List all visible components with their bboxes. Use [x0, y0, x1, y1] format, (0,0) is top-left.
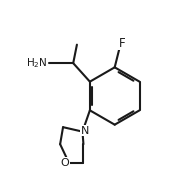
- Text: O: O: [60, 158, 69, 168]
- Text: N: N: [80, 126, 89, 136]
- Text: H$_2$N: H$_2$N: [26, 56, 47, 70]
- Text: F: F: [119, 37, 125, 50]
